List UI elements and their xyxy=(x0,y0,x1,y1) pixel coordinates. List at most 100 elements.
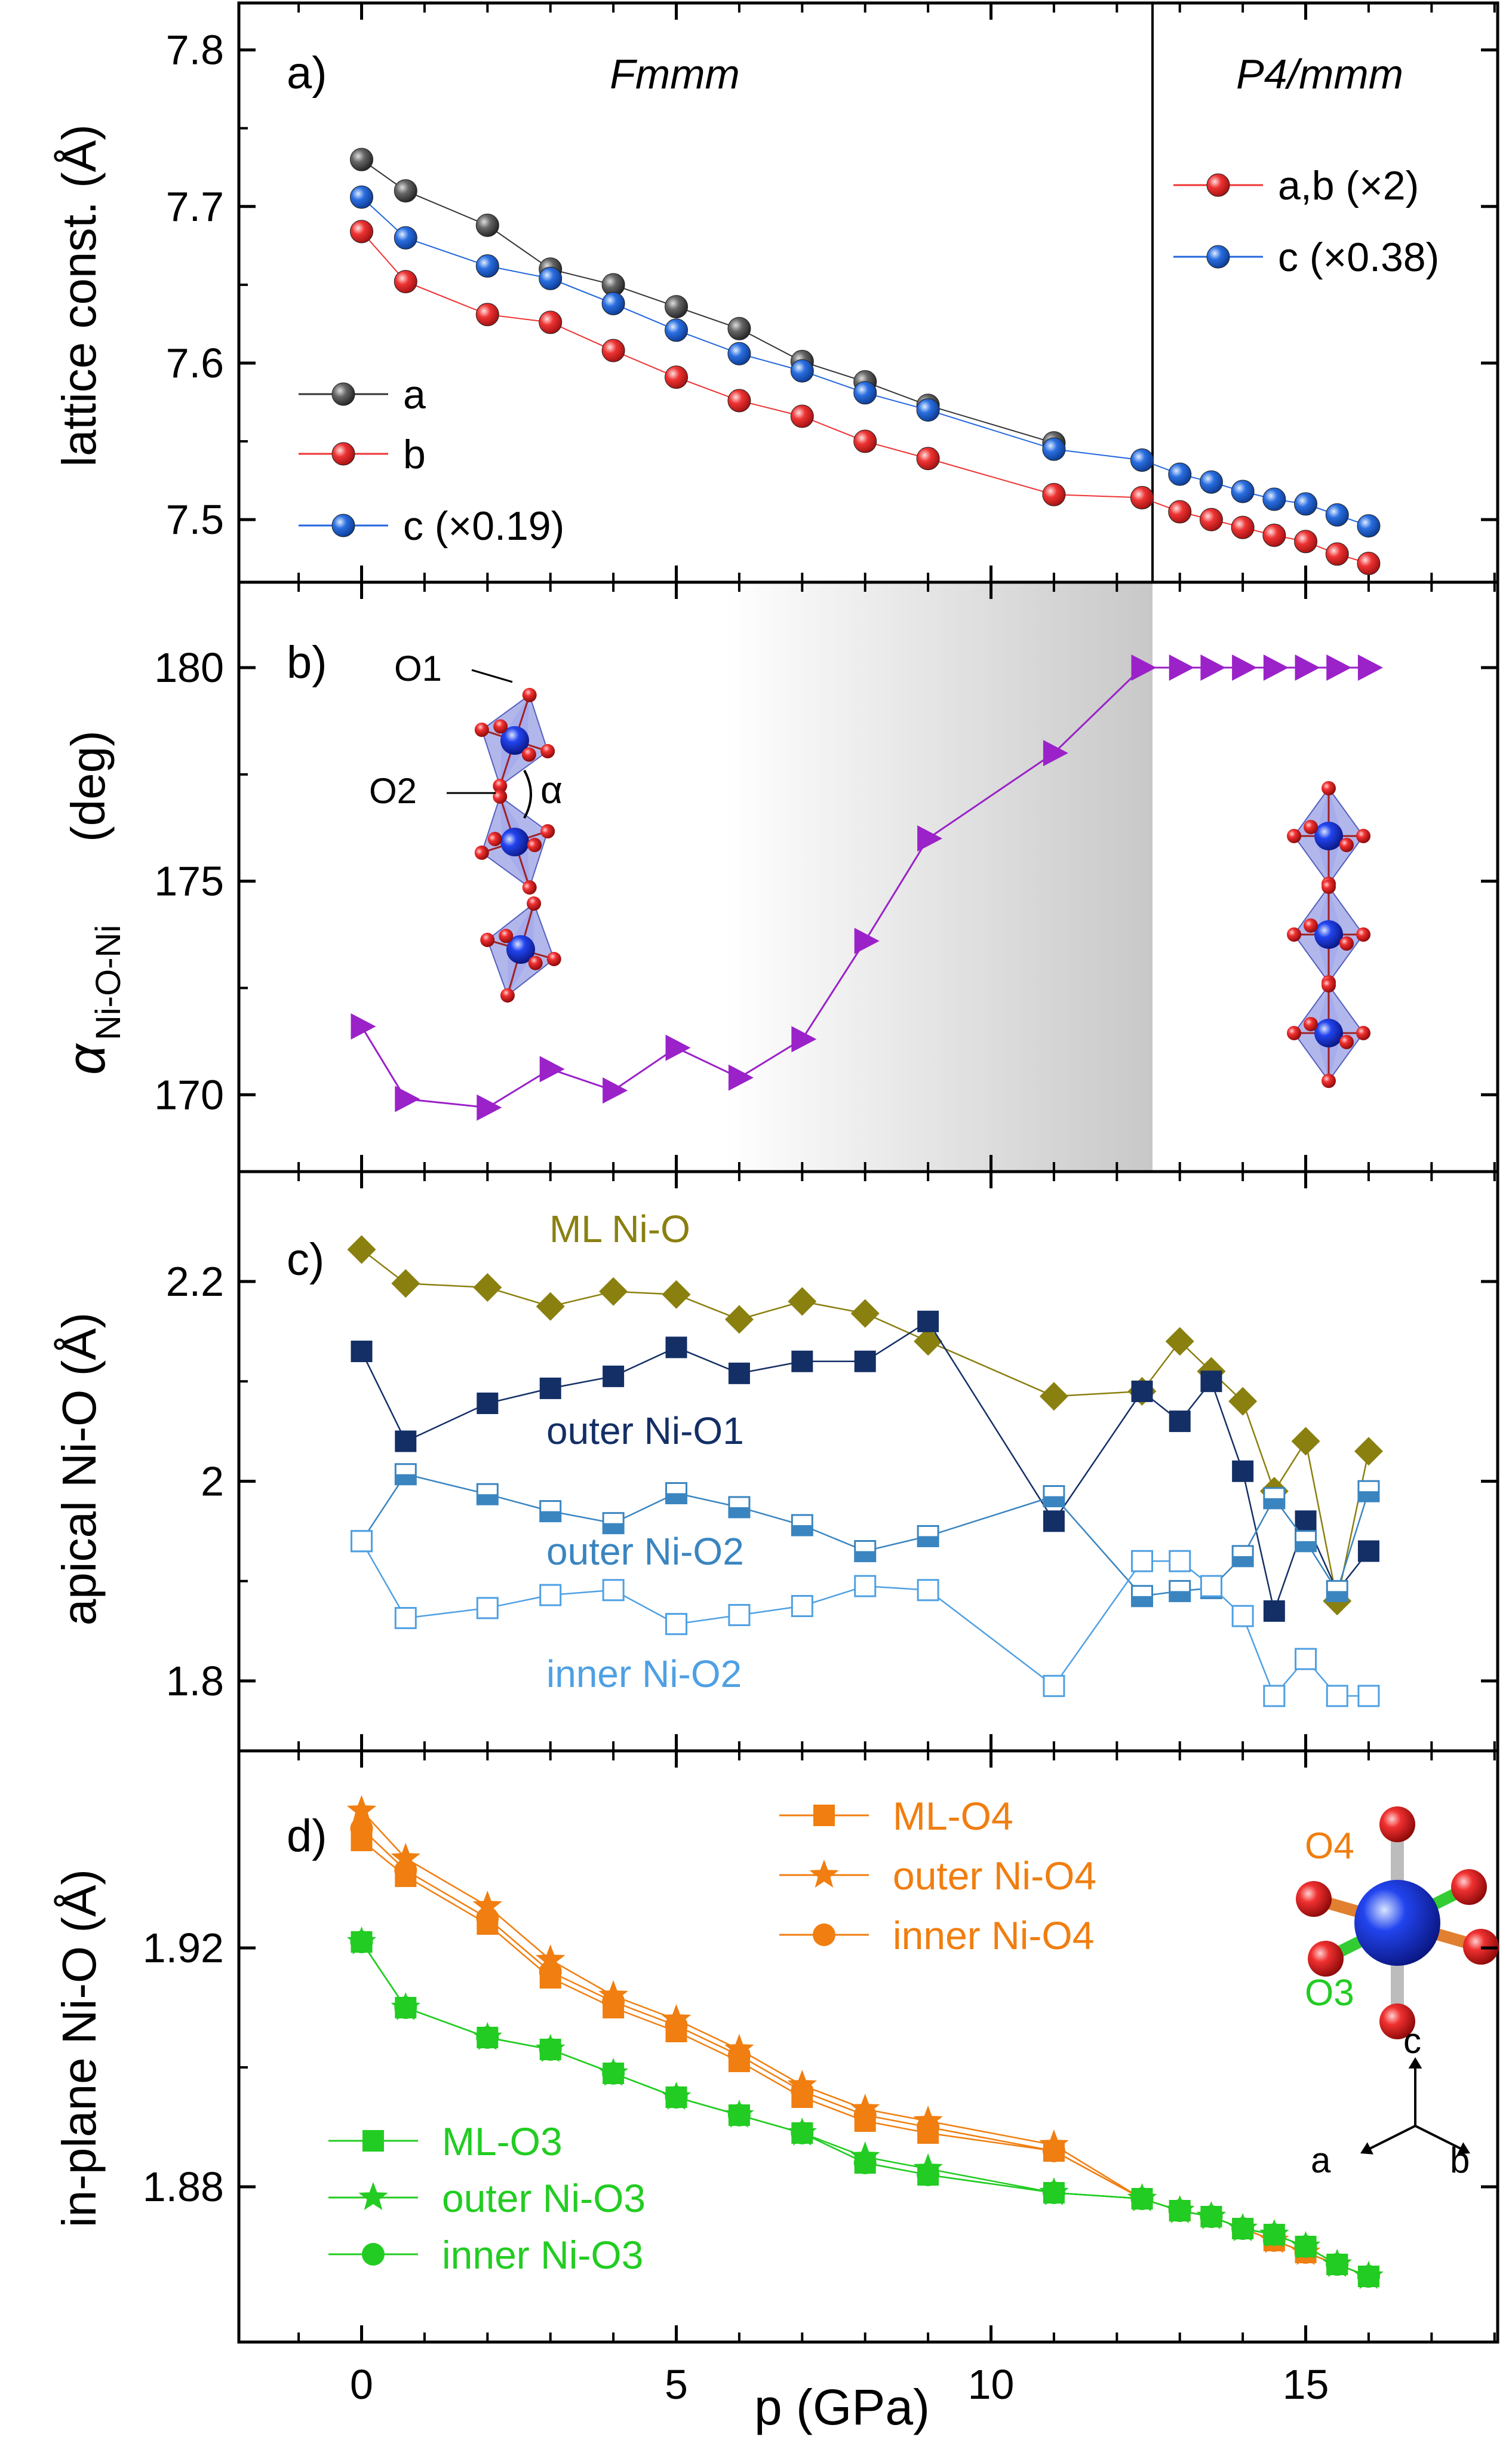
panel-d-ylabel: in-plane Ni-O (Å) xyxy=(53,1869,106,2227)
series-alpha-point xyxy=(665,1034,691,1061)
series-alpha-point xyxy=(1043,740,1068,767)
series-b-point xyxy=(394,270,417,294)
series-outer-ni-o2-point-fill xyxy=(666,1493,687,1504)
series-ml-ni-o-point xyxy=(724,1305,754,1334)
y-tick-label: 7.8 xyxy=(166,27,224,73)
o-atom xyxy=(1322,978,1336,992)
series-outer-ni-o2-point-fill xyxy=(603,1523,624,1534)
o-atom xyxy=(528,955,543,970)
legend-label: inner Ni-O4 xyxy=(893,1913,1094,1957)
series-inner-ni-o3-point xyxy=(853,2152,877,2174)
panel-c-tag: c) xyxy=(287,1234,324,1285)
o-atom xyxy=(1322,1074,1336,1088)
series-ml-ni-o-point xyxy=(347,1235,376,1264)
legend-label: c (×0.38) xyxy=(1278,235,1439,280)
series-inner-ni-o2-point xyxy=(1043,1674,1065,1697)
y-tick-label: 175 xyxy=(154,858,224,905)
series-alpha-point xyxy=(395,1086,420,1113)
series-ml-ni-o-point xyxy=(391,1269,420,1298)
series-alpha-point xyxy=(1131,654,1157,681)
o-atom xyxy=(1356,927,1370,942)
x-tick-label: 0 xyxy=(350,2361,373,2408)
series-inner-ni-o2-point xyxy=(394,1607,417,1630)
series-ml-ni-o-point xyxy=(1039,1382,1068,1411)
series-inner-ni-o3-point xyxy=(476,2026,499,2049)
series-alpha-point xyxy=(351,1013,376,1040)
series-outer-ni-o1-point xyxy=(917,1310,939,1332)
series-outer-ni-o2-point-fill xyxy=(395,1474,416,1485)
panel-a-tag: a) xyxy=(287,48,327,99)
legend-label: c (×0.19) xyxy=(403,503,564,549)
o-atom xyxy=(1304,1017,1318,1031)
series-ml-ni-o-point xyxy=(473,1273,502,1302)
o3-label: O3 xyxy=(1305,1972,1354,2014)
series-c-fmmm-point xyxy=(790,359,814,383)
o-atom xyxy=(540,743,555,758)
series-inner-ni-o2-point xyxy=(351,1530,373,1553)
series-inner-ni-o4-point xyxy=(727,2044,751,2067)
tilted-octahedra-structure xyxy=(474,687,561,1003)
series-c-fmmm-point xyxy=(1042,437,1066,461)
o-atom xyxy=(500,988,515,1003)
o-atom xyxy=(1304,820,1318,834)
series-outer-ni-o2-point-fill xyxy=(918,1536,939,1547)
series-outer-ni-o2-point-fill xyxy=(792,1525,813,1536)
series-outer-ni-o1-point xyxy=(728,1362,750,1384)
y-tick-label: 170 xyxy=(154,1071,224,1118)
legend-label: ML-O4 xyxy=(893,1794,1013,1838)
alpha-subscript: Ni-O-Ni xyxy=(89,925,128,1040)
series-alpha-point xyxy=(539,1056,565,1083)
series-outer-ni-o2-point-fill xyxy=(1295,1541,1316,1551)
series-outer-ni-o2-point-fill xyxy=(855,1551,875,1562)
series-a-b-p4-mmm-point xyxy=(1199,508,1223,531)
o1-pointer xyxy=(471,669,513,683)
series-c-p4-mmm-point xyxy=(1231,480,1255,503)
o4-label: O4 xyxy=(1305,1826,1354,1867)
legend-marker xyxy=(362,2130,384,2152)
outer-ni-o2-label: outer Ni-O2 xyxy=(546,1530,744,1573)
panel-b-tag: b) xyxy=(287,637,327,688)
o-atom xyxy=(493,789,508,804)
series-outer-ni-o1-point xyxy=(1131,1380,1153,1402)
series-inner-ni-o2-point xyxy=(602,1579,625,1602)
series-outer-ni-o1-point xyxy=(603,1365,625,1387)
o-atom xyxy=(546,951,561,966)
series-inner-ni-o4-point xyxy=(1042,2140,1065,2162)
series-ml-ni-o-point xyxy=(599,1277,628,1306)
series-inner-ni-o4-point xyxy=(791,2080,814,2103)
series-inner-ni-o2-point xyxy=(1263,1685,1286,1707)
series-outer-ni-o1-point xyxy=(665,1336,687,1359)
panel-c-ylabel: apical Ni-O (Å) xyxy=(53,1313,106,1626)
outer-ni-o1-label: outer Ni-O1 xyxy=(546,1409,744,1452)
b-axis-arrow xyxy=(1415,2125,1468,2153)
series-a-b-p4-mmm-point xyxy=(1130,485,1154,509)
series-alpha-point xyxy=(1357,654,1383,681)
a-axis-arrow xyxy=(1362,2125,1416,2153)
o-atom xyxy=(1287,927,1301,942)
straight-octahedra-structure xyxy=(1287,781,1370,1088)
series-outer-ni-o1-point xyxy=(854,1350,876,1372)
series-inner-ni-o4-point xyxy=(350,1817,373,1840)
octahedron-top xyxy=(1287,781,1370,891)
ni-atom xyxy=(500,828,529,856)
legend-label: a,b (×2) xyxy=(1278,163,1419,208)
series-inner-ni-o3-point xyxy=(917,2164,940,2186)
series-inner-ni-o3-point xyxy=(394,1996,417,2019)
legend-entry-c-fmmm: c (×0.19) xyxy=(299,503,564,549)
series-alpha-point xyxy=(603,1077,628,1104)
series-inner-ni-o3-point xyxy=(727,2104,751,2126)
legend-marker xyxy=(813,1923,835,1946)
series-a-b-p4-mmm-point xyxy=(1294,530,1318,554)
x-tick-label: 15 xyxy=(1283,2361,1329,2408)
series-outer-ni-o2-point-fill xyxy=(540,1511,561,1522)
legend-entry-inner-ni-o4: inner Ni-O4 xyxy=(779,1913,1094,1957)
ni-atom xyxy=(506,935,535,964)
legend-marker xyxy=(331,514,355,537)
series-alpha-point xyxy=(1263,654,1289,681)
ni-atom xyxy=(500,726,529,755)
alpha-angle-label: α xyxy=(540,769,563,812)
series-inner-ni-o2-point xyxy=(665,1613,688,1636)
series-inner-ni-o2-point xyxy=(539,1584,562,1606)
